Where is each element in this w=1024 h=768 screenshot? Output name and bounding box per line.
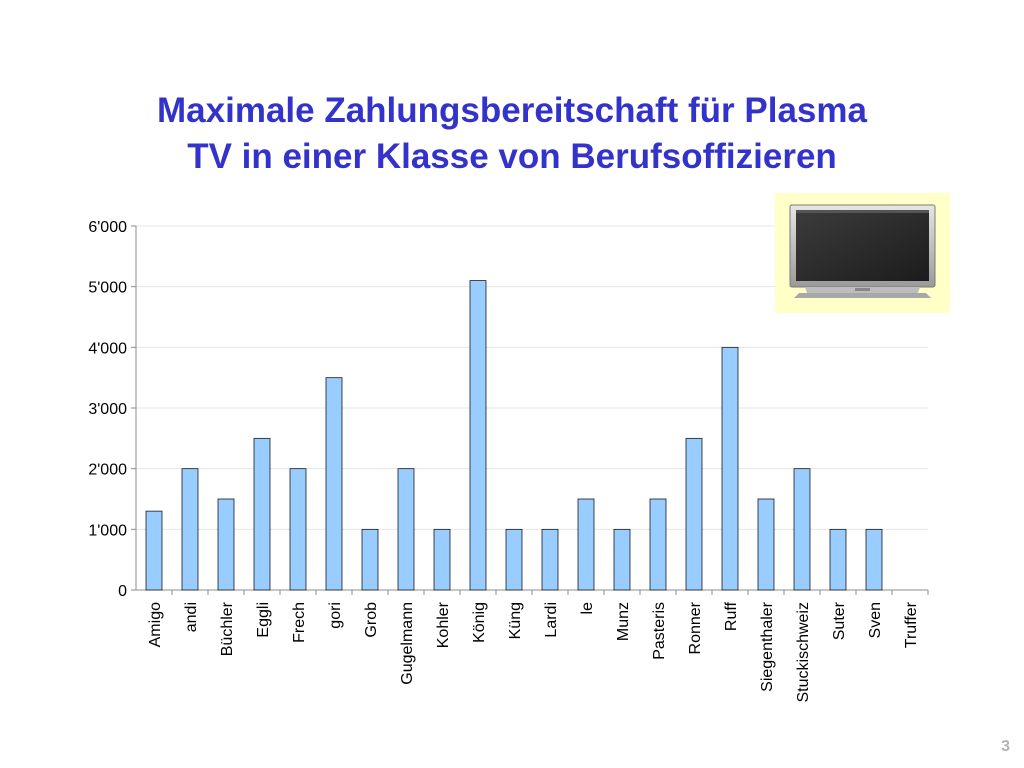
x-tick-label: Pasteris <box>651 602 668 660</box>
page-number: 3 <box>1001 738 1010 755</box>
x-tick-label: Gugelmann <box>399 602 416 685</box>
title-line-1: Maximale Zahlungsbereitschaft für Plasma <box>157 91 867 130</box>
bar-pasteris <box>649 498 667 591</box>
y-tick-label: 0 <box>118 583 127 600</box>
y-tick-label: 3'000 <box>88 401 127 418</box>
bar-le <box>577 498 595 591</box>
bar-munz <box>613 528 631 591</box>
bar-könig <box>469 280 487 591</box>
x-tick-label: Truffer <box>903 601 920 648</box>
y-tick-label: 2'000 <box>88 462 127 479</box>
x-tick-label: le <box>579 602 596 615</box>
x-tick-label: Munz <box>615 602 632 641</box>
slide-title: Maximale Zahlungsbereitschaft für Plasma… <box>60 88 964 180</box>
bar-eggli <box>253 437 271 591</box>
bar-sven <box>865 528 883 591</box>
x-tick-label: Kohler <box>435 601 452 648</box>
title-line-2: TV in einer Klasse von Berufsoffizieren <box>187 137 837 176</box>
bar-suter <box>829 528 847 591</box>
bar-amigo <box>145 510 163 591</box>
x-tick-label: Grob <box>363 602 380 638</box>
x-tick-label: gori <box>327 602 344 629</box>
tick-labels: 0 1'000 2'000 3'000 4'000 5'000 6'000 Amigo andi… <box>88 219 920 702</box>
bar-gori <box>325 377 343 591</box>
y-tick-label: 5'000 <box>88 280 127 297</box>
bar-lardi <box>541 528 559 591</box>
x-tick-label: Küng <box>507 602 524 639</box>
x-tick-label: andi <box>183 602 200 632</box>
x-tick-label: König <box>471 602 488 643</box>
x-tick-label: Sven <box>867 602 884 638</box>
bar-büchler <box>217 498 235 591</box>
tv-picture-panel <box>775 193 950 313</box>
bar-siegenthaler <box>757 498 775 591</box>
bar-stuckischweiz <box>793 468 811 591</box>
plasma-tv-icon <box>789 204 936 298</box>
bar-ronner <box>685 437 703 591</box>
bar-ruff <box>721 346 739 591</box>
x-tick-label: Frech <box>291 602 308 643</box>
x-tick-label: Eggli <box>255 602 272 638</box>
y-tick-label: 4'000 <box>88 340 127 357</box>
bar-frech <box>289 468 307 591</box>
bar-kohler <box>433 528 451 591</box>
bar-grob <box>361 528 379 591</box>
y-tick-label: 6'000 <box>88 219 127 236</box>
bar-gugelmann <box>397 468 415 591</box>
x-tick-label: Siegenthaler <box>759 601 776 692</box>
y-tick-label: 1'000 <box>88 522 127 539</box>
x-tick-label: Ruff <box>723 601 740 631</box>
x-tick-label: Lardi <box>543 602 560 638</box>
x-tick-label: Ronner <box>687 601 704 654</box>
x-tick-label: Büchler <box>219 601 236 656</box>
x-tick-label: Suter <box>831 601 848 640</box>
bars <box>145 280 883 591</box>
bar-küng <box>505 528 523 591</box>
x-tick-label: Amigo <box>147 602 164 647</box>
x-tick-label: Stuckischweiz <box>795 602 812 702</box>
bar-andi <box>181 468 199 591</box>
